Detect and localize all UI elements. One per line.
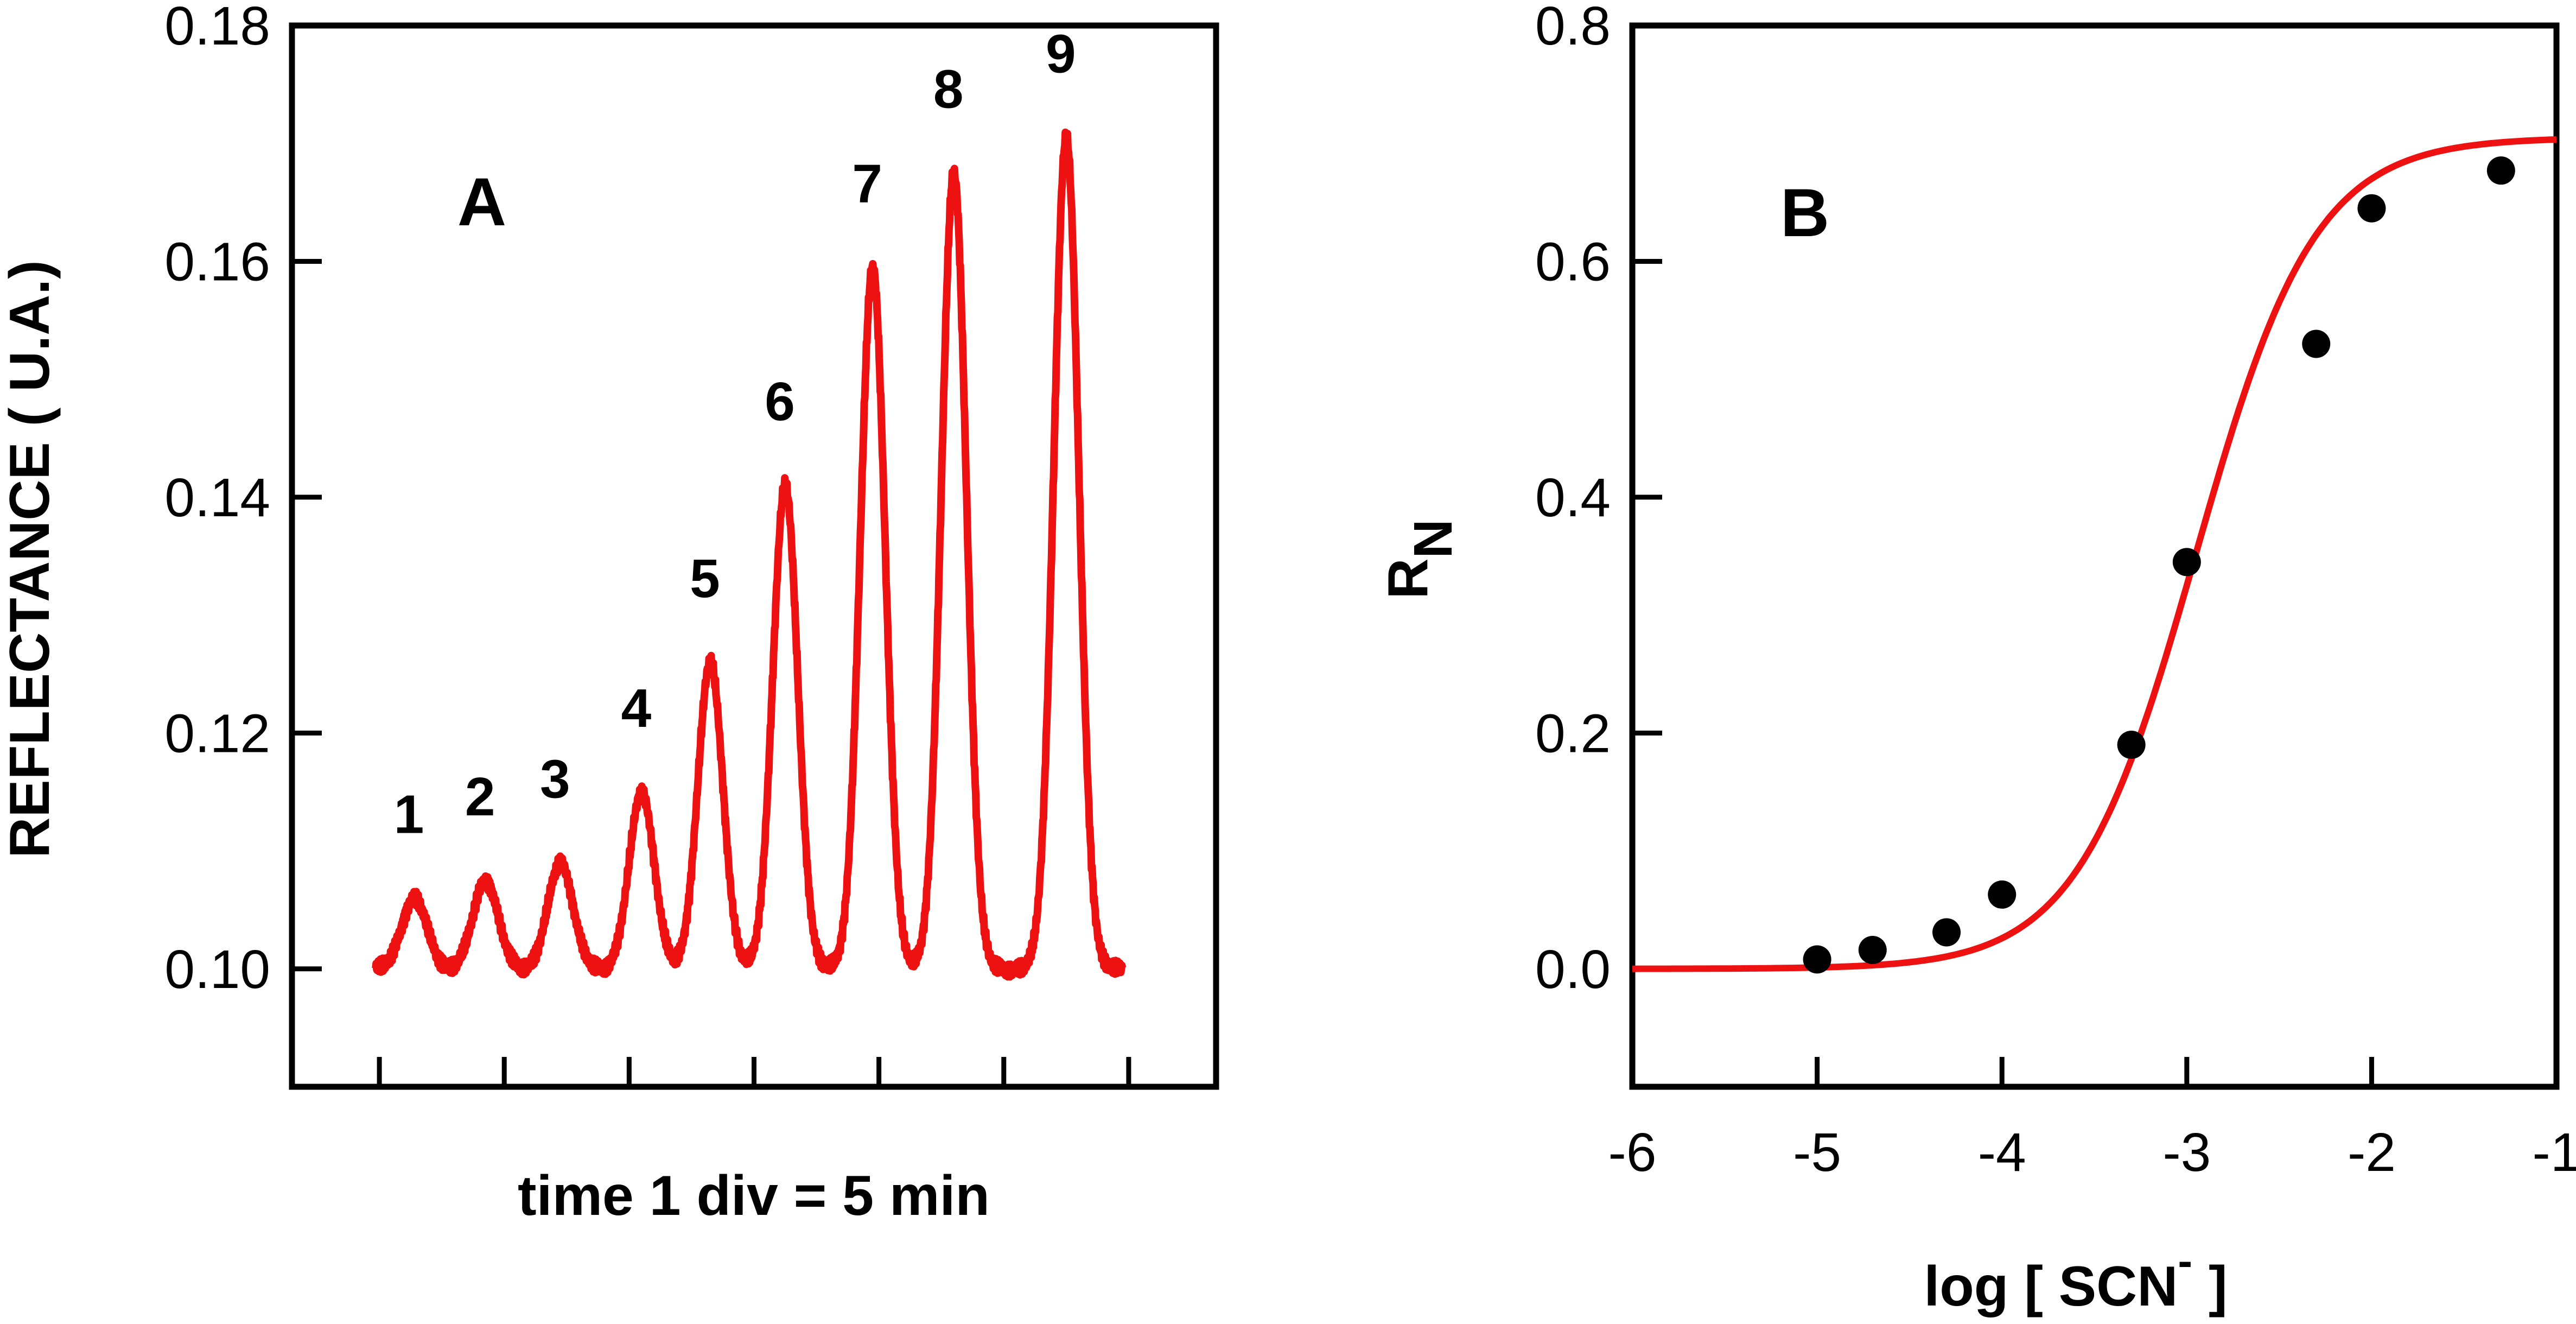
data-point <box>1988 880 2017 909</box>
data-point <box>1858 936 1887 965</box>
y-tick-label: 0.14 <box>164 467 270 528</box>
y-tick-label: 0.8 <box>1535 0 1611 56</box>
data-point <box>2486 156 2515 185</box>
peak-label: 4 <box>621 678 652 739</box>
data-point <box>2172 548 2201 577</box>
y-tick-label: 0.0 <box>1535 939 1611 1000</box>
y-tick-label: 0.4 <box>1535 467 1611 528</box>
panel-b-x-axis-label: log [ SCN-] <box>1924 1237 2227 1318</box>
data-points <box>1803 156 2515 974</box>
y-tick-label: 0.2 <box>1535 703 1611 764</box>
data-point <box>2357 194 2386 223</box>
data-point <box>2302 330 2331 358</box>
panel-a-letter: A <box>457 164 506 240</box>
peak-label: 2 <box>465 766 495 827</box>
y-tick-label: 0.18 <box>164 0 270 56</box>
y-tick-label: 0.10 <box>164 939 270 1000</box>
x-tick-label: -4 <box>1978 1122 2026 1183</box>
x-tick-label: -3 <box>2162 1122 2211 1183</box>
y-label-main: R <box>1377 559 1440 599</box>
peak-label: 7 <box>852 153 882 214</box>
panel-b-y-axis-label: RN <box>1377 519 1464 599</box>
data-point <box>2117 731 2146 759</box>
x-tick-label: -6 <box>1608 1122 1657 1183</box>
panel-b-frame <box>1629 22 2560 1090</box>
panel-b: 0.0 0.2 0.4 0.6 0.8 -6 -5 -4 -3 -2 -1 B log [ SCN… <box>1377 0 2576 1318</box>
x-tick-label: -1 <box>2533 1122 2576 1183</box>
data-point <box>1803 945 1831 974</box>
x-label-main: log [ SCN <box>1924 1255 2178 1318</box>
y-tick-label: 0.6 <box>1535 231 1611 292</box>
data-point <box>1932 918 1961 947</box>
panel-b-letter: B <box>1780 175 1829 251</box>
panel-b-x-ticks: -6 -5 -4 -3 -2 -1 <box>1608 1057 2576 1183</box>
panel-a-x-axis-label: time 1 div = 5 min <box>518 1164 990 1227</box>
y-tick-label: 0.16 <box>164 231 270 292</box>
reflectance-trace <box>372 128 1127 981</box>
peak-label: 9 <box>1046 23 1076 84</box>
peak-label: 6 <box>765 371 795 432</box>
panel-b-y-ticks: 0.0 0.2 0.4 0.6 0.8 <box>1535 0 1662 1000</box>
peak-label: 8 <box>933 59 964 120</box>
panel-a-y-axis-label: REFLECTANCE ( U.A.) <box>0 260 61 858</box>
peak-label: 5 <box>690 548 720 609</box>
peak-label: 1 <box>394 784 424 845</box>
peak-labels: 1 2 34 5 6 78 9 <box>394 23 1076 845</box>
panel-a: 0.10 0.12 0.14 0.16 0.18 1 2 34 5 6 78 9 A time 1 … <box>0 0 1219 1227</box>
y-label-subscript: N <box>1403 519 1464 558</box>
x-tick-label: -5 <box>1793 1122 1841 1183</box>
x-tick-label: -2 <box>2348 1122 2396 1183</box>
panel-a-y-ticks: 0.10 0.12 0.14 0.16 0.18 <box>164 0 322 1000</box>
panel-a-x-ticks <box>377 1057 1131 1087</box>
y-tick-label: 0.12 <box>164 703 270 764</box>
sigmoid-fit-curve <box>1632 136 2557 972</box>
x-label-end: ] <box>2209 1255 2228 1318</box>
peak-label: 3 <box>540 749 570 809</box>
x-label-superscript: - <box>2178 1237 2192 1285</box>
